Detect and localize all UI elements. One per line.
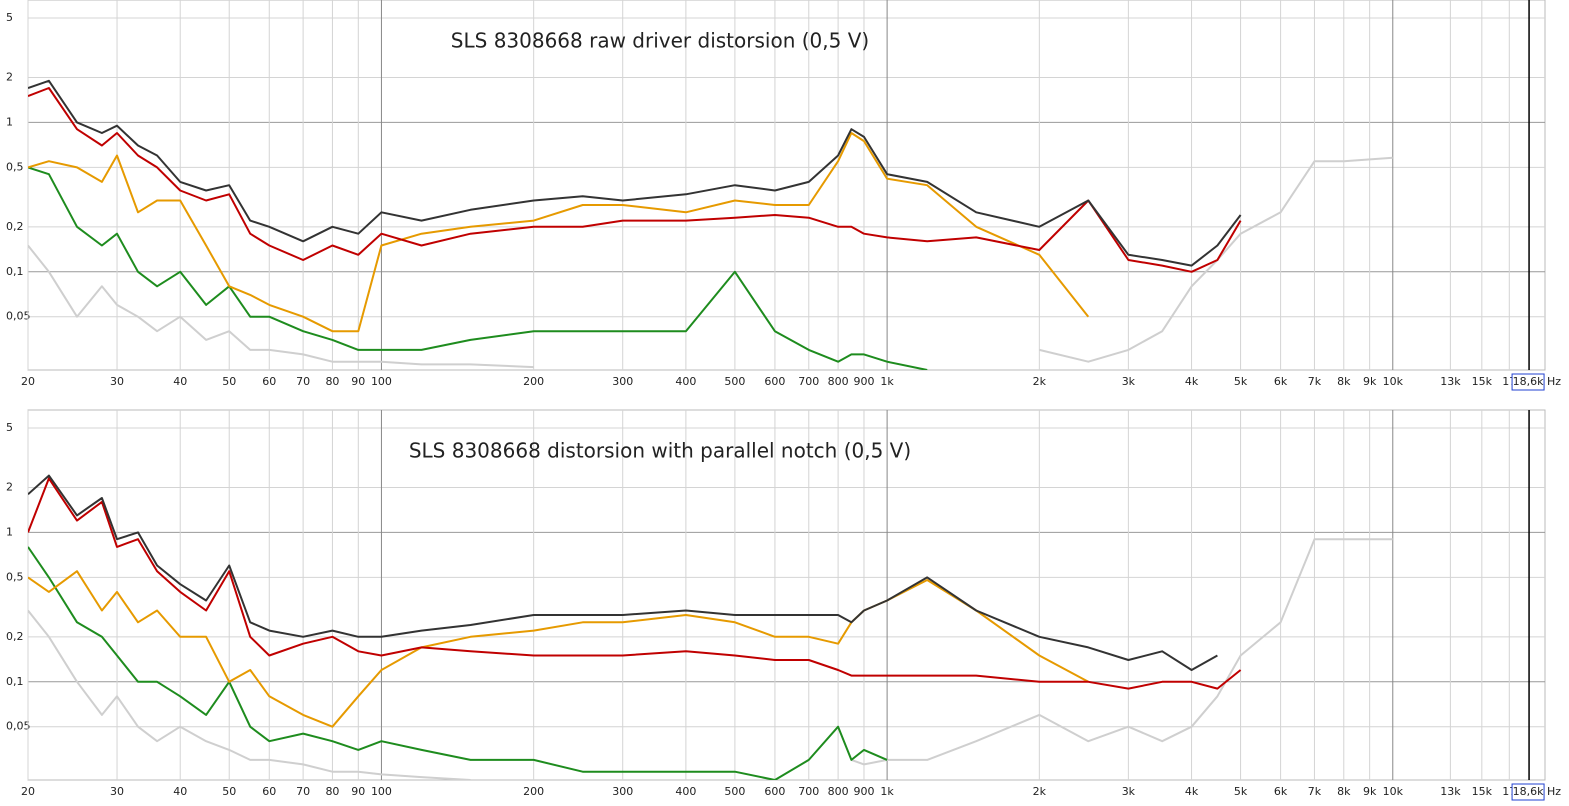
y-tick-label: 2 [6, 480, 13, 493]
x-tick-label: 800 [828, 785, 849, 798]
x-tick-label: 70 [296, 785, 310, 798]
x-tick-label: 900 [853, 375, 874, 388]
y-tick-label: 0,1 [6, 265, 24, 278]
series-line [28, 87, 1242, 273]
x-tick-label: 8k [1337, 785, 1351, 798]
x-tick-label: 50 [222, 785, 236, 798]
plot-area [27, 409, 1546, 781]
x-tick-label: 2k [1033, 375, 1047, 388]
x-tick-label: 8k [1337, 375, 1351, 388]
x-tick-label: 50 [222, 375, 236, 388]
x-tick-label: 60 [262, 375, 276, 388]
x-tick-label: 700 [798, 375, 819, 388]
y-tick-label: 2 [6, 70, 13, 83]
x-unit: Hz [1547, 375, 1561, 388]
cursor-label: 18,6k [1513, 375, 1544, 388]
x-tick-label: 600 [764, 375, 785, 388]
cursor-box [1511, 783, 1545, 801]
y-tick-label: 0,2 [6, 220, 24, 233]
x-tick-label: 20 [21, 375, 35, 388]
x-tick-label: 40 [173, 785, 187, 798]
chart: 0,05 0,1 0,2 0,5 1 2 5 20 30 40 50 60 70 80 90 100 200 30… [6, 0, 1561, 391]
x-tick-label: 700 [798, 785, 819, 798]
x-tick-label: 900 [853, 785, 874, 798]
x-tick-label: 2k [1033, 785, 1047, 798]
x-tick-label: 5k [1234, 785, 1248, 798]
x-tick-label: 40 [173, 375, 187, 388]
x-tick-label: 4k [1185, 785, 1199, 798]
x-tick-label: 80 [325, 785, 339, 798]
x-unit: Hz [1547, 785, 1561, 798]
series-line [28, 474, 1218, 671]
x-tick-label: 70 [296, 375, 310, 388]
x-tick-label: 500 [724, 785, 745, 798]
x-tick-label: 80 [325, 375, 339, 388]
x-tick-label: 15k [1472, 785, 1493, 798]
series-line [28, 132, 1090, 333]
x-tick-label: 60 [262, 785, 276, 798]
x-tick-label: 30 [110, 375, 124, 388]
x-tick-label: 1k [880, 375, 894, 388]
x-tick-label: 7k [1308, 375, 1322, 388]
cursor-box [1511, 373, 1545, 391]
y-tick-label: 0,5 [6, 160, 24, 173]
series-line [28, 166, 928, 370]
chart-title: SLS 8308668 raw driver distorsion (0,5 V… [451, 29, 869, 53]
x-tick-label: 9k [1363, 375, 1377, 388]
x-tick-label: 90 [351, 375, 365, 388]
x-tick-label: 90 [351, 785, 365, 798]
x-tick-label: 400 [675, 375, 696, 388]
y-tick-label: 5 [6, 421, 13, 434]
x-tick-label: 6k [1274, 375, 1288, 388]
y-tick-label: 0,05 [6, 720, 31, 733]
x-tick-label: 1k [880, 785, 894, 798]
y-tick-label: 0,05 [6, 310, 31, 323]
x-tick-label: 10k [1383, 375, 1404, 388]
x-tick-label: 15k [1472, 375, 1493, 388]
x-tick-label: 9k [1363, 785, 1377, 798]
x-tick-label: 800 [828, 375, 849, 388]
series-line [28, 538, 1393, 780]
y-tick-label: 0,2 [6, 630, 24, 643]
x-tick-label: 6k [1274, 785, 1288, 798]
series-line [28, 477, 1242, 690]
x-tick-label: 13k [1440, 785, 1461, 798]
x-tick-label: 20 [21, 785, 35, 798]
chart: 0,05 0,1 0,2 0,5 1 2 5 20 30 40 50 60 70 80 90 100 200 30… [6, 409, 1561, 801]
x-tick-label: 30 [110, 785, 124, 798]
plot-area [27, 0, 1546, 371]
x-tick-label: 200 [523, 785, 544, 798]
x-tick-label: 400 [675, 785, 696, 798]
series-line [28, 79, 1242, 267]
y-tick-label: 1 [6, 115, 13, 128]
x-tick-label: 300 [612, 375, 633, 388]
y-tick-label: 1 [6, 525, 13, 538]
series-line [28, 546, 888, 780]
x-tick-label: 500 [724, 375, 745, 388]
chart-title: SLS 8308668 distorsion with parallel not… [409, 439, 911, 463]
x-tick-label: 3k [1122, 785, 1136, 798]
y-tick-label: 5 [6, 11, 13, 24]
x-tick-label: 7k [1308, 785, 1322, 798]
x-tick-label: 200 [523, 375, 544, 388]
x-tick-label: 4k [1185, 375, 1199, 388]
cursor-label: 18,6k [1513, 785, 1544, 798]
x-tick-label: 300 [612, 785, 633, 798]
x-tick-label: 100 [371, 785, 392, 798]
x-tick-label: 13k [1440, 375, 1461, 388]
x-tick-label: 600 [764, 785, 785, 798]
x-tick-label: 5k [1234, 375, 1248, 388]
x-tick-label: 100 [371, 375, 392, 388]
y-tick-label: 0,1 [6, 675, 24, 688]
x-tick-label: 10k [1383, 785, 1404, 798]
y-tick-label: 0,5 [6, 570, 24, 583]
x-tick-label: 3k [1122, 375, 1136, 388]
